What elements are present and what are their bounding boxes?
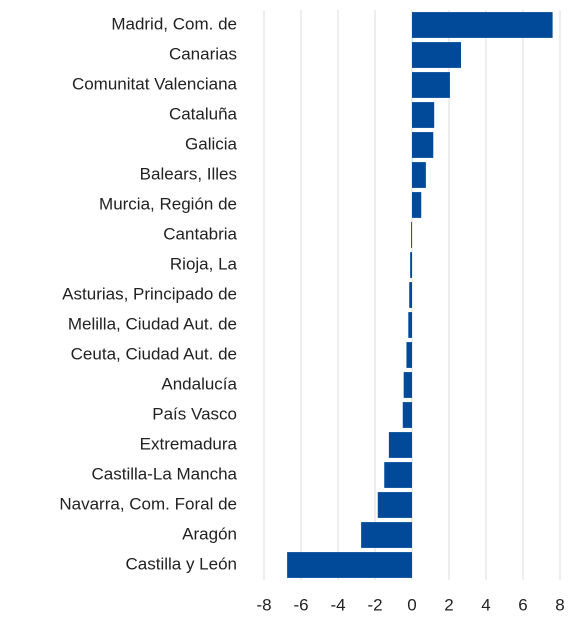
- y-tick-label: Balears, Illes: [140, 164, 237, 183]
- bar: [402, 402, 412, 428]
- y-tick-label: Castilla y León: [125, 554, 237, 573]
- x-tick-label: -2: [367, 595, 382, 614]
- bar: [388, 432, 412, 458]
- x-tick-label: -8: [256, 595, 271, 614]
- y-tick-label: Comunitat Valenciana: [72, 74, 238, 93]
- y-tick-label: Madrid, Com. de: [111, 14, 237, 33]
- x-tick-label: -6: [293, 595, 308, 614]
- bar: [412, 42, 462, 68]
- bar: [412, 102, 435, 128]
- y-tick-label: Melilla, Ciudad Aut. de: [68, 314, 237, 333]
- y-tick-label: Canarias: [169, 44, 237, 63]
- y-tick-label: País Vasco: [152, 404, 237, 423]
- x-tick-label: 8: [555, 595, 564, 614]
- bar: [384, 462, 412, 488]
- bar: [377, 492, 412, 518]
- bar: [409, 282, 412, 308]
- y-tick-label: Cantabria: [163, 224, 237, 243]
- y-tick-label: Cataluña: [169, 104, 238, 123]
- y-tick-label: Castilla-La Mancha: [91, 464, 237, 483]
- bar: [412, 132, 434, 158]
- x-tick-label: 2: [444, 595, 453, 614]
- bar: [410, 252, 412, 278]
- bar: [361, 522, 412, 548]
- bar: [408, 312, 412, 338]
- bar: [403, 372, 412, 398]
- y-tick-label: Asturias, Principado de: [62, 284, 237, 303]
- y-tick-label: Andalucía: [161, 374, 237, 393]
- x-tick-label: 6: [518, 595, 527, 614]
- y-tick-label: Navarra, Com. Foral de: [59, 494, 237, 513]
- x-tick-label: -4: [330, 595, 345, 614]
- y-tick-label: Galicia: [185, 134, 238, 153]
- bar: [287, 552, 412, 578]
- y-tick-label: Murcia, Región de: [99, 194, 237, 213]
- bar: [412, 162, 426, 188]
- bar: [406, 342, 412, 368]
- bar: [412, 12, 553, 38]
- y-tick-label: Aragón: [182, 524, 237, 543]
- y-tick-label: Ceuta, Ciudad Aut. de: [71, 344, 237, 363]
- y-tick-label: Rioja, La: [170, 254, 238, 273]
- x-tick-label: 4: [481, 595, 490, 614]
- bar: [412, 192, 422, 218]
- bar: [411, 222, 412, 248]
- x-tick-label: 0: [407, 595, 416, 614]
- y-tick-label: Extremadura: [140, 434, 238, 453]
- bar: [412, 72, 450, 98]
